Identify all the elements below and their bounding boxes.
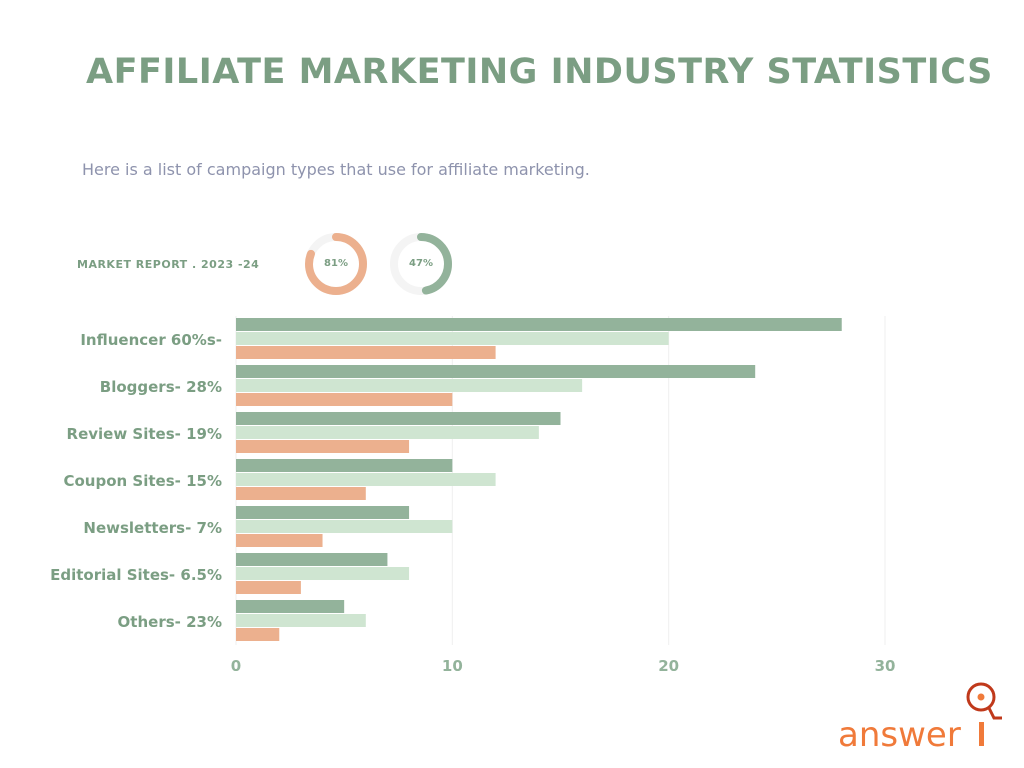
- donut-81: 81%: [304, 232, 368, 296]
- category-label: Editorial Sites- 6.5%: [50, 566, 222, 584]
- bar: [236, 553, 388, 566]
- answeriq-logo: answer: [838, 680, 1018, 755]
- category-label: Newsletters- 7%: [83, 519, 222, 537]
- category-label: Others- 23%: [118, 613, 222, 631]
- bar: [236, 318, 842, 331]
- page-title: AFFILIATE MARKETING INDUSTRY STATISTICS: [86, 52, 993, 92]
- x-tick-label: 10: [442, 657, 463, 675]
- x-tick-label: 0: [231, 657, 241, 675]
- x-tick-label: 30: [875, 657, 896, 675]
- category-label: Bloggers- 28%: [100, 378, 222, 396]
- category-label: Influencer 60%s-: [80, 331, 222, 349]
- bar: [236, 412, 561, 425]
- category-label: Coupon Sites- 15%: [63, 472, 222, 490]
- bar: [236, 506, 410, 519]
- bar: [236, 581, 301, 594]
- x-tick-label: 20: [658, 657, 679, 675]
- bar: [236, 567, 410, 580]
- donut-47: 47%: [389, 232, 453, 296]
- bar: [236, 440, 410, 453]
- bar: [236, 600, 345, 613]
- bar: [236, 473, 496, 486]
- bar: [236, 628, 280, 641]
- bar: [236, 393, 453, 406]
- market-report-label: MARKET REPORT . 2023 -24: [77, 258, 260, 271]
- bar: [236, 426, 539, 439]
- logo-text: answer: [838, 715, 961, 750]
- bar: [236, 487, 366, 500]
- bar: [236, 365, 756, 378]
- donut-label: 81%: [324, 258, 348, 269]
- bar-chart: 0 10 20 30 Influencer 60%s- Bloggers- 28% Revi…: [50, 316, 896, 675]
- bar: [236, 379, 583, 392]
- bar: [236, 459, 453, 472]
- bar: [236, 346, 496, 359]
- category-label: Review Sites- 19%: [67, 425, 222, 443]
- bar: [236, 520, 453, 533]
- subtitle: Here is a list of campaign types that us…: [82, 160, 590, 179]
- bar: [236, 614, 366, 627]
- donut-label: 47%: [409, 258, 433, 269]
- bar: [236, 534, 323, 547]
- bar: [236, 332, 669, 345]
